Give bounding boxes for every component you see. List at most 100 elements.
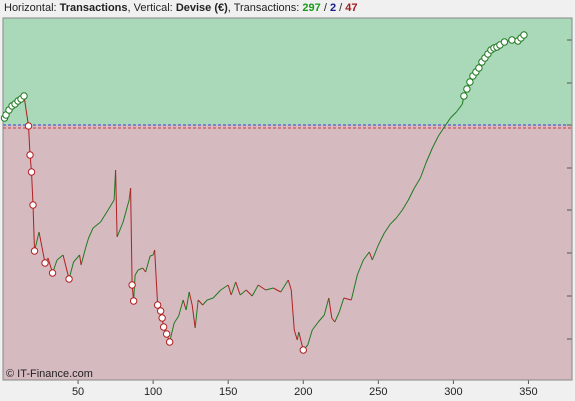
line-segment [265, 287, 274, 291]
line-segment [31, 171, 34, 206]
line-segment [188, 291, 193, 306]
x-tick-label: 50 [72, 386, 84, 398]
marker [48, 269, 57, 277]
marker [158, 314, 166, 322]
line-segment [331, 317, 336, 323]
line-segment [251, 284, 259, 297]
count: 2 [329, 2, 337, 14]
line-segment [207, 297, 214, 301]
line-segment [455, 103, 463, 113]
line-segment [368, 251, 373, 261]
marker [20, 92, 28, 100]
line-segment [32, 204, 36, 252]
x-tick-label: 250 [369, 386, 387, 398]
line-segment [230, 281, 237, 296]
line-segment [235, 281, 241, 296]
positive-zone [3, 18, 572, 125]
line-segment [92, 221, 101, 229]
line-segment [362, 251, 370, 261]
line-segment [116, 221, 124, 238]
marker [128, 281, 136, 289]
line-segment [334, 311, 340, 323]
marker [27, 168, 36, 176]
marker [41, 259, 49, 267]
line-segment [293, 329, 298, 341]
x-tick-label: 100 [144, 386, 162, 398]
marker [299, 346, 307, 354]
marker [508, 36, 516, 44]
marker [24, 122, 33, 130]
line-segment [413, 177, 421, 189]
label: Devise (€) [175, 2, 228, 14]
marker [466, 78, 474, 86]
line-segment [107, 199, 115, 211]
marker [500, 38, 509, 46]
marker [26, 151, 34, 159]
plot-frame [2, 17, 573, 381]
separator: / [323, 2, 327, 14]
line-segment [142, 267, 147, 273]
marker [153, 301, 162, 309]
line-segment [212, 289, 222, 299]
line-segment [407, 187, 415, 201]
line-segment [389, 217, 397, 225]
marker [463, 85, 471, 93]
line-segment [328, 297, 333, 319]
line-segment [296, 331, 300, 341]
label: , Vertical: [127, 2, 173, 14]
line-segment [137, 267, 143, 271]
count: 297 [302, 2, 321, 14]
line-segment [257, 284, 267, 291]
line-segment [185, 291, 190, 311]
x-tick-label: 300 [444, 386, 462, 398]
marker [162, 330, 171, 338]
line-segment [56, 254, 64, 261]
line-segment [62, 254, 70, 280]
line-segment [88, 227, 94, 239]
label: Horizontal: [4, 2, 57, 14]
label: Transactions [59, 2, 128, 14]
line-segment [356, 259, 364, 276]
marker [165, 338, 174, 346]
line-segment [245, 289, 253, 297]
line-segment [173, 315, 180, 324]
line-segment [323, 297, 330, 316]
line-segment [401, 199, 409, 211]
separator: / [339, 2, 343, 14]
line-segment [437, 126, 445, 137]
line-segment [395, 209, 403, 219]
x-tick-label: 150 [219, 386, 237, 398]
marker [520, 31, 528, 39]
marker [30, 247, 39, 255]
line-segment [38, 231, 46, 264]
line-segment [23, 95, 30, 127]
marker [159, 323, 168, 331]
line-segment [311, 321, 319, 331]
line-segment [80, 247, 87, 266]
line-segment [130, 187, 133, 286]
line-segment [343, 297, 352, 301]
line-segment [383, 223, 391, 234]
marker [65, 275, 73, 283]
line-segment [377, 232, 385, 246]
line-segment [273, 287, 281, 293]
line-segment [191, 304, 196, 329]
line-segment [220, 284, 229, 291]
line-segment [290, 289, 295, 331]
line-segment [122, 199, 130, 223]
line-segment [178, 299, 184, 317]
line-segment [85, 237, 90, 249]
line-segment [317, 314, 325, 323]
line-segment [202, 299, 208, 306]
line-segment [338, 297, 345, 313]
marker [460, 92, 468, 100]
line-segment [371, 244, 379, 261]
line-segment [154, 249, 159, 306]
line-segment [431, 135, 439, 149]
line-segment [287, 279, 292, 291]
line-segment [350, 274, 358, 301]
marker [475, 64, 483, 72]
line-segment [197, 299, 204, 306]
